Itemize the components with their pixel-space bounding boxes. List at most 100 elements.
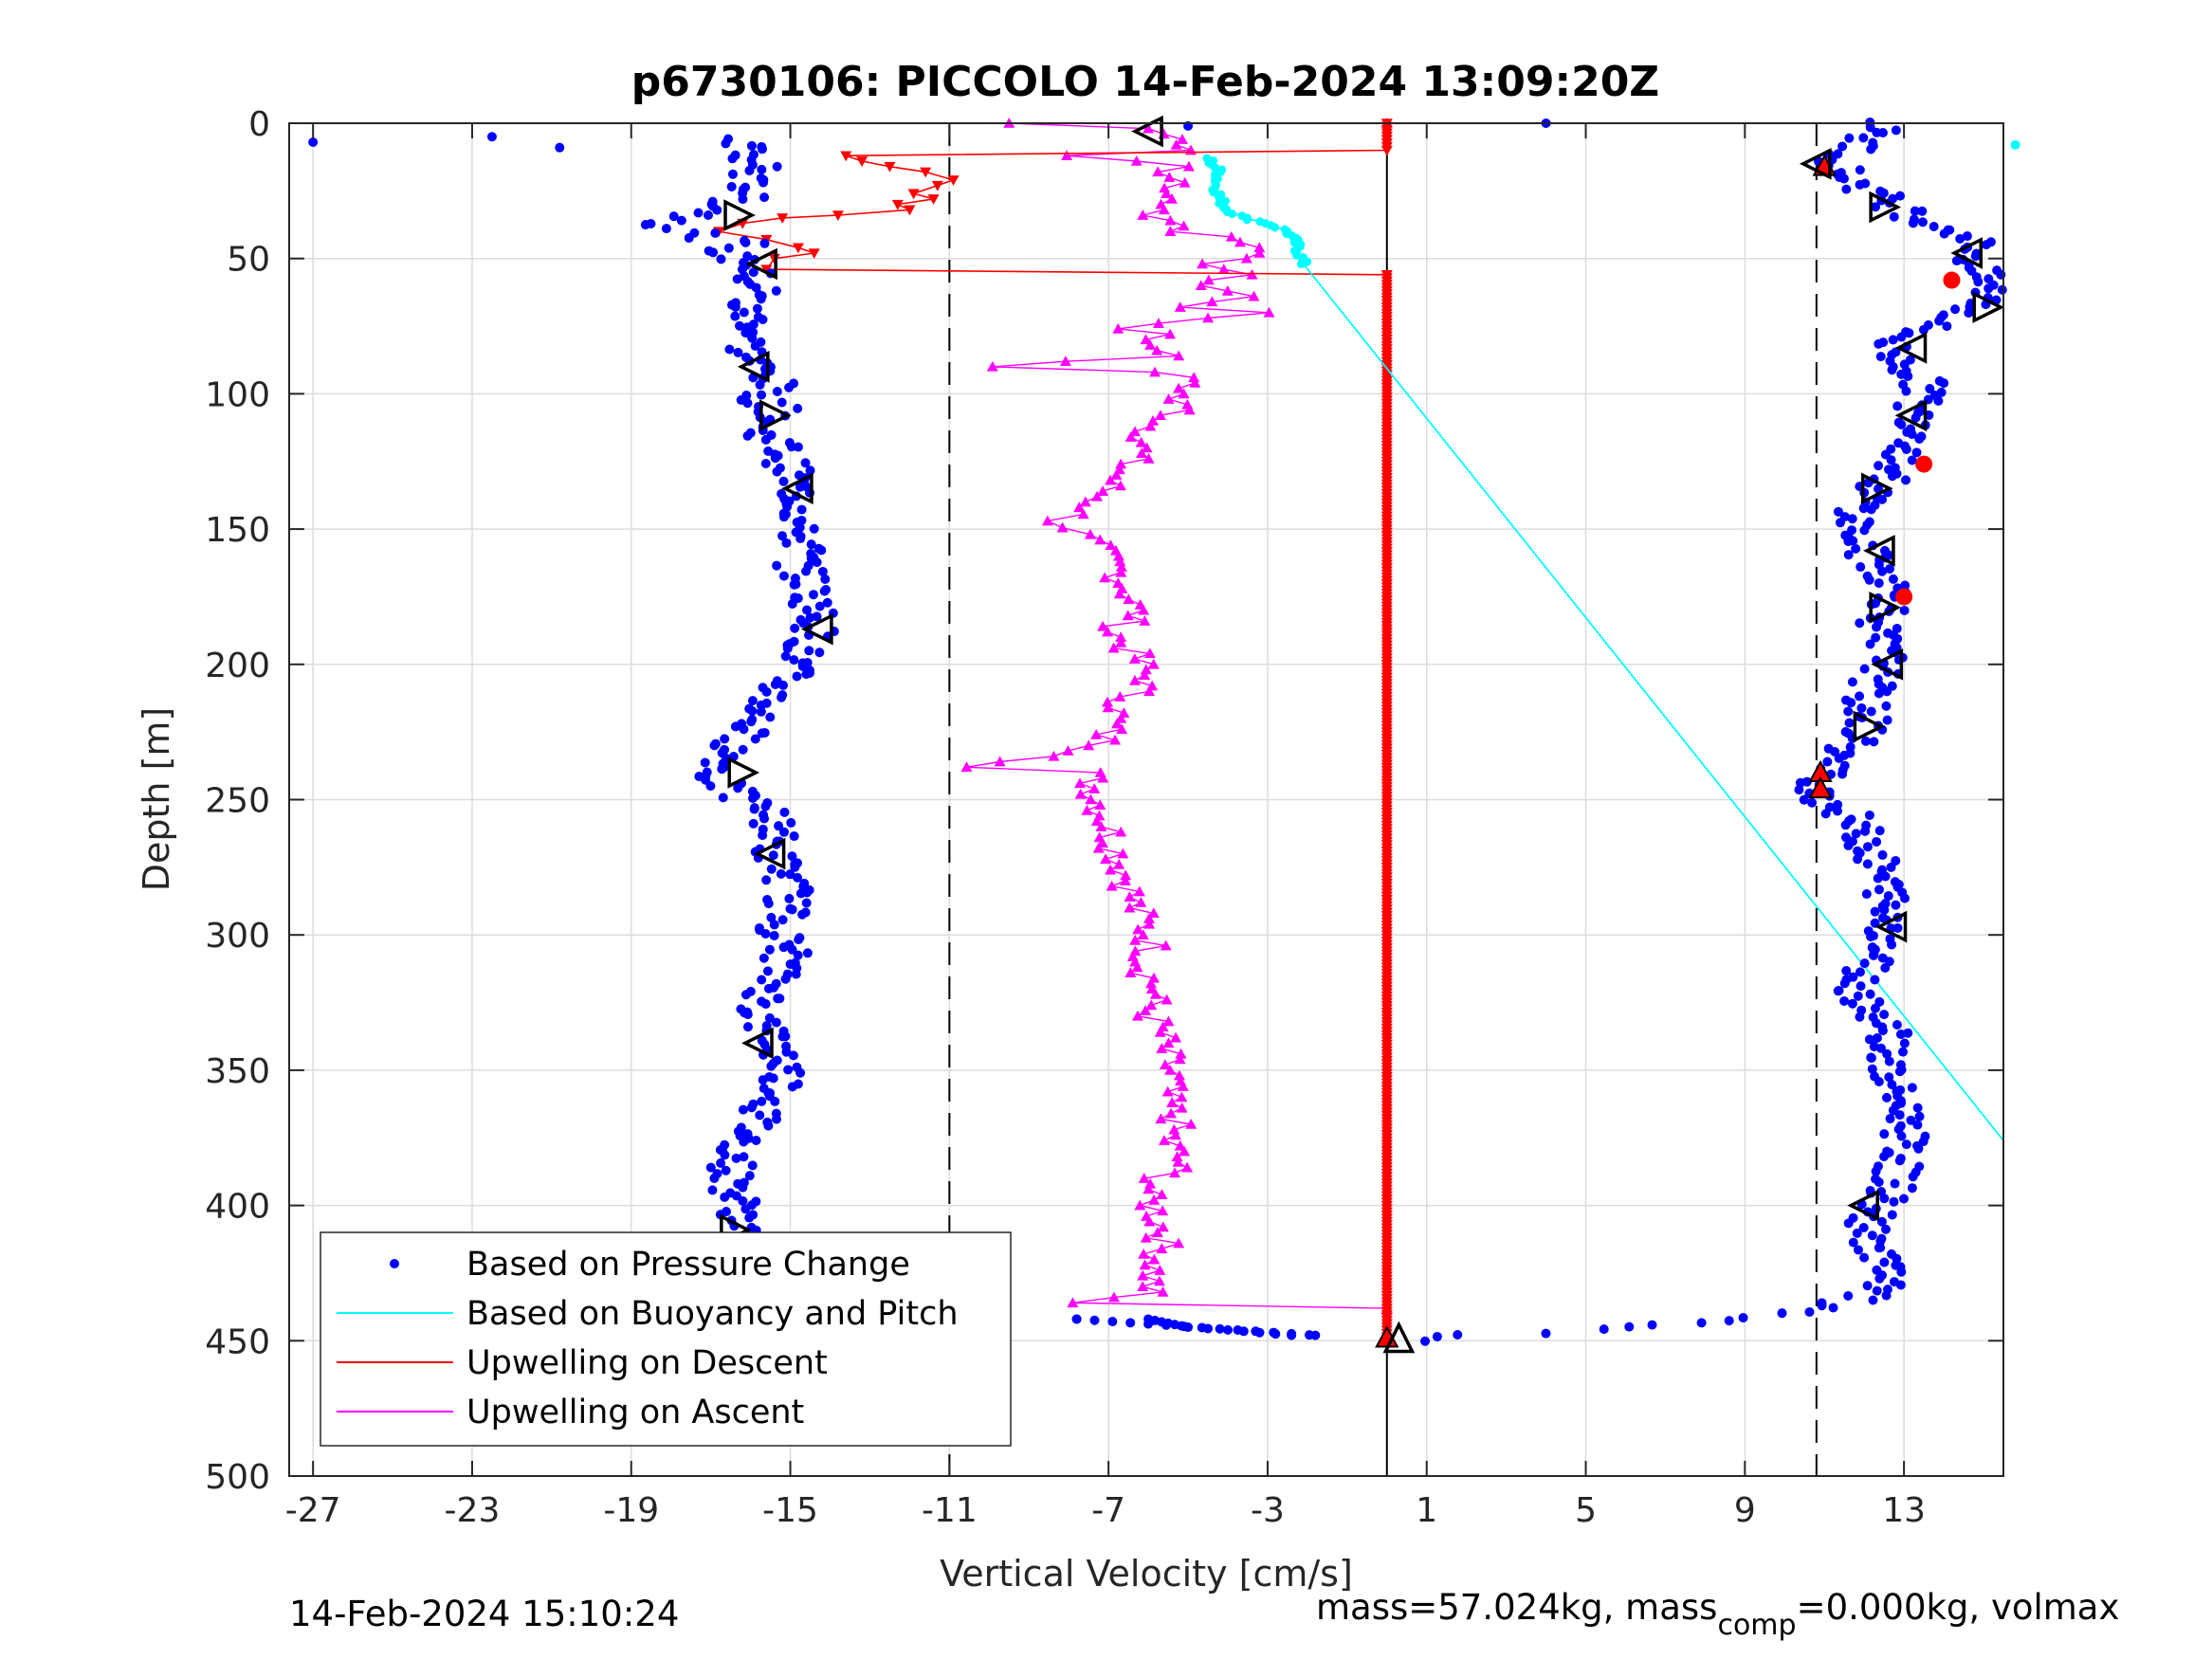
ascent-point: [1122, 610, 1134, 621]
pressure-point: [708, 247, 719, 258]
pressure-point: [1880, 963, 1891, 974]
ascent-point: [1107, 642, 1120, 653]
pressure-point: [784, 893, 795, 903]
pressure-point: [1071, 1314, 1082, 1324]
pressure-point: [1839, 995, 1850, 1006]
pressure-point: [1962, 231, 1972, 242]
descent-point: [832, 210, 844, 222]
pressure-point: [777, 915, 788, 925]
ascent-point: [1099, 572, 1111, 583]
ascent-point: [1162, 1037, 1175, 1048]
pressure-point: [1833, 806, 1843, 816]
pressure-point: [759, 813, 770, 824]
pressure-point: [693, 208, 704, 218]
pressure-point: [1125, 1318, 1136, 1328]
pressure-point: [1900, 580, 1910, 591]
pressure-point: [1933, 395, 1944, 406]
pressure-point: [1804, 1306, 1815, 1317]
pressure-point: [777, 1031, 788, 1042]
pressure-point: [1929, 221, 1939, 231]
pressure-point: [732, 274, 742, 284]
descent-point: [884, 161, 896, 173]
pressure-point: [757, 728, 767, 738]
pressure-outlier-point: [308, 137, 319, 147]
series-layer: [308, 117, 2020, 1347]
open-triangle-marker: [1950, 237, 1983, 269]
pressure-point: [782, 643, 793, 653]
pressure-point: [1874, 884, 1884, 895]
pressure-point: [1874, 826, 1885, 836]
pressure-point: [1858, 1222, 1869, 1232]
pressure-point: [777, 531, 788, 541]
pressure-point: [1910, 412, 1921, 423]
ascent-point: [1077, 508, 1089, 520]
pressure-point: [1858, 133, 1869, 143]
pressure-point: [1964, 308, 1974, 319]
ascent-point: [1164, 328, 1177, 339]
ascent-point: [1135, 896, 1147, 907]
pressure-outlier-point: [555, 142, 565, 153]
pressure-point: [759, 192, 770, 203]
pressure-point: [733, 783, 743, 793]
descent-series-markers: [713, 118, 1393, 1347]
ascent-point: [1170, 1031, 1182, 1043]
pressure-point: [1696, 1318, 1707, 1328]
red-dot-marker: [1895, 588, 1913, 606]
ascent-point: [1170, 138, 1182, 150]
ascent-point: [1154, 1026, 1166, 1037]
ascent-point: [1094, 534, 1106, 545]
pressure-point: [1107, 1317, 1118, 1327]
ascent-point: [1129, 934, 1142, 945]
pressure-point: [1855, 1012, 1865, 1022]
marker-layer: [720, 115, 2005, 1354]
ascent-point: [1148, 1253, 1161, 1265]
pressure-point: [768, 1073, 778, 1084]
pressure-point: [801, 669, 812, 680]
pressure-point: [779, 807, 790, 817]
pressure-point: [1828, 1303, 1838, 1313]
pressure-point: [1847, 525, 1857, 536]
pressure-point: [770, 680, 780, 690]
y-axis-label: Depth [m]: [136, 707, 177, 892]
pressure-point: [1970, 251, 1981, 262]
pressure-point: [752, 303, 762, 314]
ascent-point: [986, 360, 998, 372]
pressure-outlier-point: [2010, 139, 2020, 150]
pressure-point: [1856, 702, 1867, 713]
pressure-point: [1872, 622, 1882, 632]
pressure-point: [1895, 1029, 1906, 1039]
pressure-point: [1868, 1295, 1878, 1305]
ascent-point: [1106, 880, 1118, 891]
pressure-point: [1876, 1216, 1887, 1227]
pressure-point: [1895, 191, 1906, 201]
ascent-point: [1156, 1043, 1168, 1053]
pressure-point: [761, 686, 772, 697]
pressure-point: [763, 899, 774, 909]
buoyancy-series-markers: [1202, 154, 1312, 268]
pressure-point: [1420, 1336, 1431, 1346]
pressure-point: [1089, 1315, 1100, 1325]
pressure-point: [1833, 506, 1843, 517]
pressure-point: [712, 205, 722, 215]
ascent-point: [1176, 1102, 1188, 1113]
pressure-point: [739, 307, 749, 318]
pressure-point: [820, 574, 831, 584]
ascent-point: [1115, 458, 1127, 469]
ascent-point: [1114, 480, 1126, 491]
pressure-point: [770, 1096, 780, 1106]
pressure-point: [1844, 133, 1855, 143]
y-tick-label: 250: [205, 782, 270, 821]
pressure-point: [1907, 1183, 1917, 1194]
pressure-point: [742, 430, 753, 441]
pressure-point: [1871, 1166, 1881, 1176]
ascent-point: [1225, 230, 1237, 242]
ascent-point: [1113, 858, 1125, 869]
pressure-point: [786, 442, 796, 452]
ascent-point: [1115, 566, 1127, 577]
pressure-point: [1624, 1322, 1635, 1332]
ascent-point: [1179, 1145, 1191, 1157]
descent-point: [907, 189, 920, 200]
ascent-point: [1137, 210, 1149, 220]
ascent-point: [1073, 777, 1086, 789]
pressure-point: [1891, 125, 1901, 136]
